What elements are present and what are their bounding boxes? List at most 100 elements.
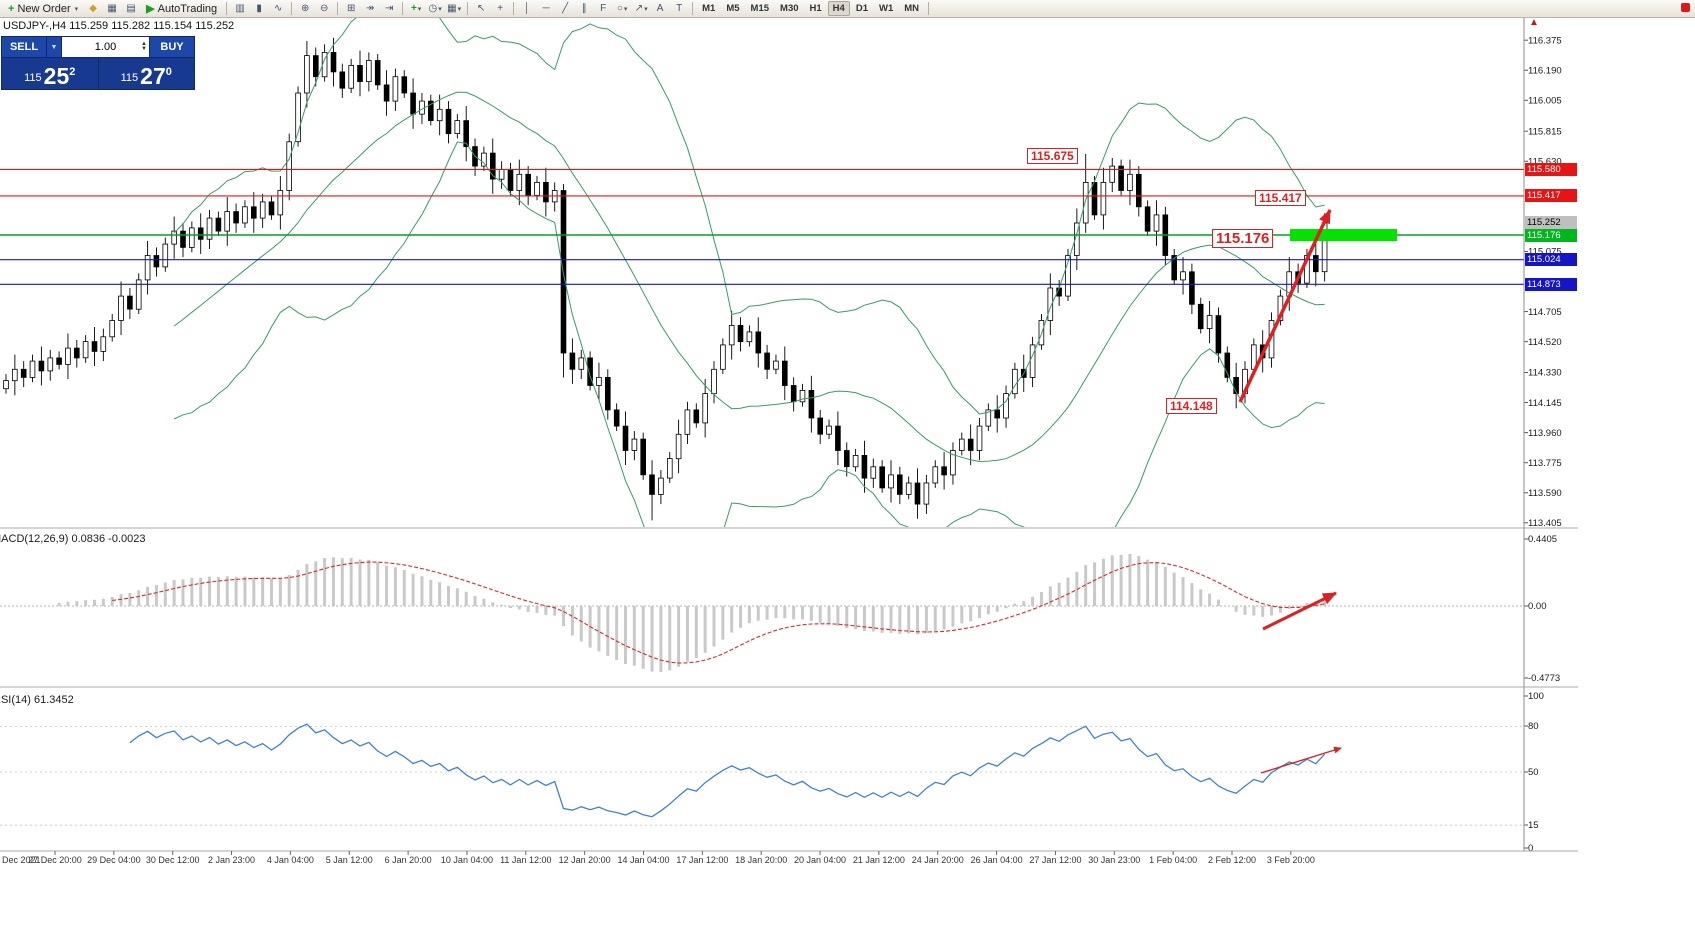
rsi-axis-tick: 100 [1528, 691, 1544, 702]
candle [1313, 255, 1319, 273]
axis-price-tag-115.176: 115.176 [1525, 228, 1577, 242]
highlight-box [1290, 229, 1397, 241]
chart-shift-icon[interactable]: ⇥ [380, 1, 398, 17]
rsi-axis-tick: 15 [1528, 820, 1539, 831]
candle [144, 255, 151, 281]
candle [11, 368, 18, 382]
candle [1136, 173, 1142, 208]
candle [985, 409, 992, 427]
autotrading-button[interactable]: ▶ AutoTrading [141, 1, 222, 17]
candle [215, 217, 222, 232]
market-watch-icon[interactable]: ▦ [103, 1, 121, 17]
data-window-icon[interactable]: ▤ [122, 1, 140, 17]
timeframe-button-w1[interactable]: W1 [878, 3, 894, 14]
time-axis-label: 12 Jan 20:00 [559, 855, 611, 865]
trendline-icon[interactable]: ╱ [556, 1, 574, 17]
horizontal-line-icon[interactable]: ─ [537, 1, 555, 17]
axis-price-tag-114.873: 114.873 [1525, 277, 1577, 291]
timeframe-button-mn[interactable]: MN [904, 3, 920, 14]
candle [330, 52, 337, 73]
timeframe-button-h1[interactable]: H1 [809, 3, 822, 14]
timeframe-button-d1[interactable]: D1 [855, 3, 868, 14]
bollinger-middle-band [173, 91, 1325, 463]
market-watch-icon: ▦ [107, 3, 117, 14]
candle [463, 120, 469, 147]
candle [82, 341, 89, 359]
volume-spinner[interactable]: ▲ ▼ [141, 39, 147, 55]
line-chart-icon[interactable]: ∿ [269, 1, 287, 17]
bollinger-upper-band [173, 17, 1325, 415]
periods-icon[interactable]: ◷ ▾ [426, 1, 444, 17]
candle [1215, 315, 1222, 354]
timeframe-button-m5[interactable]: M5 [726, 3, 740, 14]
candle [711, 368, 717, 395]
candle [445, 108, 452, 135]
price-axis-tick: 116.005 [1528, 96, 1562, 107]
time-axis-label: 30 Jan 23:00 [1088, 855, 1140, 865]
templates-icon: ▦ [447, 3, 457, 14]
templates-icon[interactable]: ▦ ▾ [445, 1, 463, 17]
cursor-icon[interactable]: ↖ [472, 1, 490, 17]
candle [782, 360, 788, 386]
rsi-indicator-label: RSI(14) 61.3452 [0, 694, 74, 706]
buy-price-pip: 0 [165, 66, 172, 78]
candle [365, 60, 372, 83]
candle [427, 100, 434, 121]
sound-icon[interactable]: ◆ [84, 1, 102, 17]
line-chart-icon: ∿ [273, 3, 283, 14]
spinner-up-icon: ▲ [141, 41, 147, 47]
time-axis-label: 4 Jan 04:00 [267, 855, 314, 865]
one-click-trading-panel: SELL ▼ 1.00 ▲ ▼ BUY 115 25 2 115 27 0 [1, 36, 195, 90]
candle [188, 227, 195, 248]
bar-chart-icon[interactable]: ▥ [231, 1, 249, 17]
chart-shift-marker-icon[interactable]: ▲ [1529, 17, 1539, 28]
candle [658, 477, 664, 495]
trend-arrow [1238, 209, 1332, 403]
trendline-icon: ╱ [562, 3, 569, 14]
cursor-icon: ↖ [476, 3, 486, 14]
time-axis-label: 21 Jan 12:00 [853, 855, 905, 865]
shapes-icon[interactable]: ○ ▾ [613, 1, 631, 17]
sell-price[interactable]: 115 25 2 [2, 58, 98, 89]
crosshair-icon[interactable]: + [491, 1, 509, 17]
zoom-in-icon[interactable]: ⊕ [296, 1, 314, 17]
candle [941, 466, 947, 476]
volume-value: 1.00 [94, 41, 117, 53]
indicators-icon: + [410, 3, 417, 14]
tile-windows-icon[interactable]: ⊞ [342, 1, 360, 17]
text-label-icon[interactable]: T [670, 1, 688, 17]
candle [392, 76, 399, 102]
vertical-line-icon[interactable]: │ [518, 1, 536, 17]
equidistant-channel-icon[interactable]: ∥ [575, 1, 593, 17]
timeframe-button-m15[interactable]: M15 [750, 3, 770, 14]
candle [852, 454, 859, 468]
candle [38, 360, 45, 372]
volume-mode-dropdown[interactable]: ▼ [46, 37, 62, 57]
shapes-icon: ○ [616, 3, 623, 14]
buy-button[interactable]: BUY [150, 37, 194, 57]
indicators-icon[interactable]: + ▾ [407, 1, 425, 17]
fibonacci-icon[interactable]: F [594, 1, 612, 17]
zoom-in-icon: ⊕ [300, 3, 310, 14]
candlestick-chart-icon: ▮ [256, 3, 262, 14]
arrows-icon[interactable]: ↗ ▾ [632, 1, 650, 17]
auto-scroll-icon[interactable]: ↠ [361, 1, 379, 17]
timeframe-button-h4[interactable]: H4 [827, 1, 850, 16]
text-icon[interactable]: A [651, 1, 669, 17]
volume-field[interactable]: 1.00 ▲ ▼ [62, 37, 150, 57]
candle [357, 65, 363, 83]
zoom-out-icon[interactable]: ⊖ [315, 1, 333, 17]
timeframe-button-m1[interactable]: M1 [702, 3, 716, 14]
new-order-button[interactable]: + New Order ▾ [3, 1, 83, 17]
candle [773, 360, 779, 370]
candlestick-chart-icon[interactable]: ▮ [250, 1, 268, 17]
buy-price[interactable]: 115 27 0 [97, 58, 195, 89]
candle [339, 71, 346, 89]
sell-button[interactable]: SELL [2, 37, 46, 57]
chart-title: USDJPY-,H4 115.259 115.282 115.154 115.2… [3, 20, 235, 32]
timeframe-button-m30[interactable]: M30 [780, 3, 799, 14]
candle [206, 217, 213, 240]
candle [171, 230, 178, 245]
macd-signal-line [112, 561, 1325, 664]
